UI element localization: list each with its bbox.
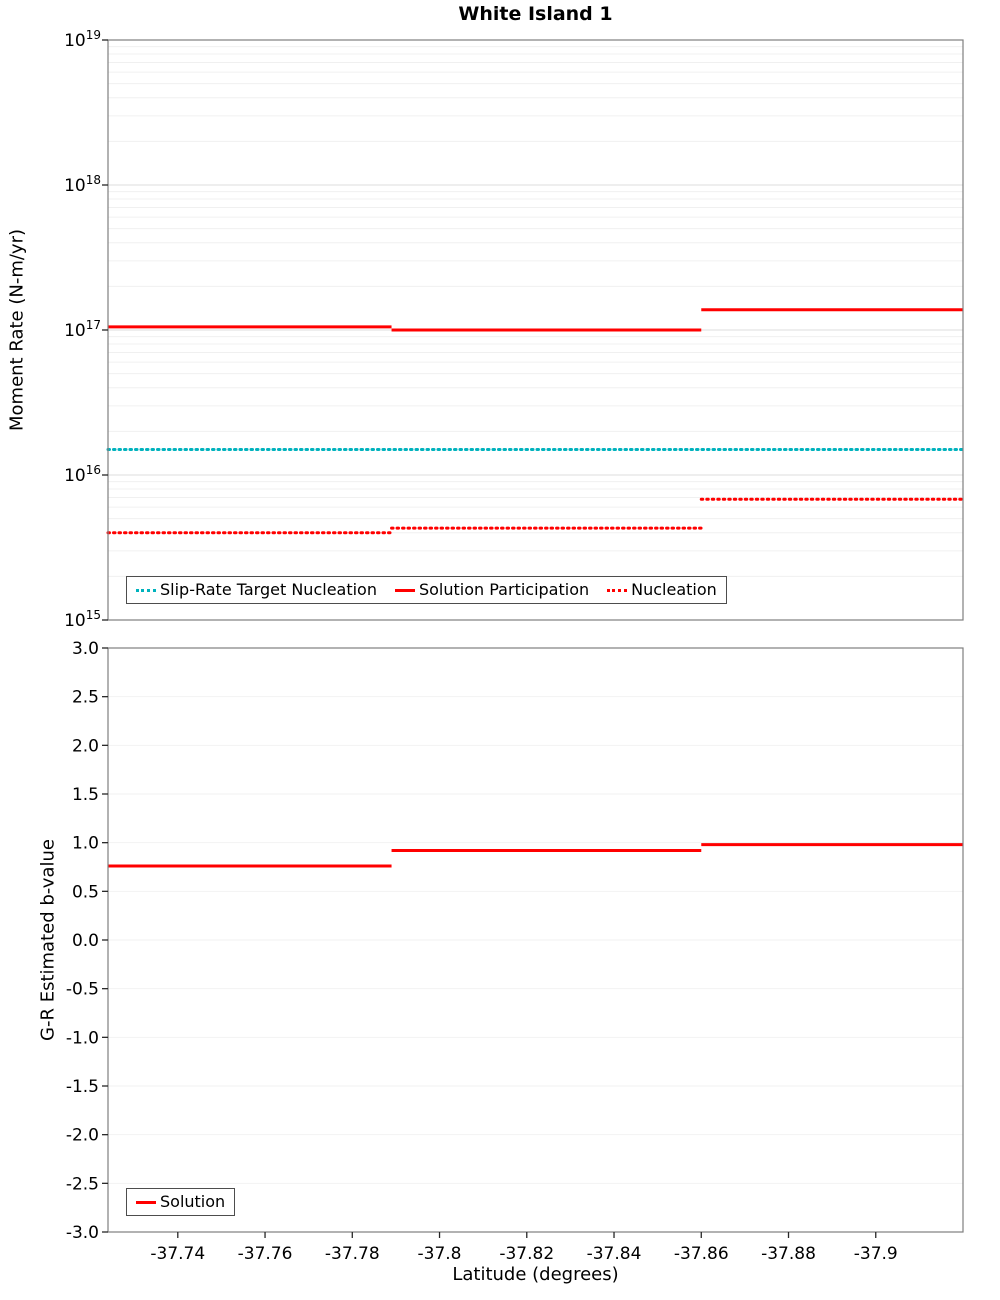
svg-text:-37.88: -37.88 bbox=[761, 1244, 816, 1264]
svg-text:1015: 1015 bbox=[64, 608, 101, 631]
legend-label: Nucleation bbox=[631, 580, 717, 599]
svg-text:-3.0: -3.0 bbox=[66, 1223, 99, 1243]
svg-text:0.5: 0.5 bbox=[72, 882, 99, 902]
b-value-legend: Solution bbox=[126, 1188, 236, 1216]
svg-text:1.0: 1.0 bbox=[72, 834, 99, 854]
svg-text:-37.76: -37.76 bbox=[238, 1244, 293, 1264]
svg-text:-2.5: -2.5 bbox=[66, 1174, 99, 1194]
svg-text:-37.74: -37.74 bbox=[150, 1244, 205, 1264]
svg-text:-1.5: -1.5 bbox=[66, 1077, 99, 1097]
legend-item-solution: Solution bbox=[136, 1192, 225, 1212]
svg-text:1016: 1016 bbox=[64, 463, 101, 486]
chart-title: White Island 1 bbox=[458, 3, 613, 25]
moment-rate-legend: Slip-Rate Target Nucleation Solution Par… bbox=[126, 576, 727, 604]
svg-text:-37.9: -37.9 bbox=[854, 1244, 898, 1264]
svg-text:1019: 1019 bbox=[64, 28, 101, 51]
red-solid-line-sample-icon bbox=[136, 1200, 156, 1204]
svg-text:1018: 1018 bbox=[64, 173, 101, 196]
svg-text:-37.82: -37.82 bbox=[499, 1244, 554, 1264]
legend-item-slip-rate-target-nucleation: Slip-Rate Target Nucleation bbox=[136, 580, 377, 600]
svg-text:-1.0: -1.0 bbox=[66, 1028, 99, 1048]
svg-text:1.5: 1.5 bbox=[72, 785, 99, 805]
legend-item-nucleation: Nucleation bbox=[607, 580, 717, 600]
legend-label: Slip-Rate Target Nucleation bbox=[160, 580, 377, 599]
svg-text:-0.5: -0.5 bbox=[66, 980, 99, 1000]
cyan-dotted-line-sample-icon bbox=[136, 588, 156, 592]
svg-text:-37.84: -37.84 bbox=[587, 1244, 642, 1264]
svg-text:0.0: 0.0 bbox=[72, 931, 99, 951]
svg-text:2.0: 2.0 bbox=[72, 736, 99, 756]
svg-text:-37.86: -37.86 bbox=[674, 1244, 729, 1264]
svg-text:1017: 1017 bbox=[64, 318, 101, 341]
svg-text:-2.0: -2.0 bbox=[66, 1126, 99, 1146]
b-value-y-axis-label: G-R Estimated b-value bbox=[37, 839, 59, 1041]
latitude-x-axis-label: Latitude (degrees) bbox=[452, 1264, 619, 1285]
svg-text:3.0: 3.0 bbox=[72, 639, 99, 659]
red-solid-line-sample-icon bbox=[394, 588, 415, 592]
moment-rate-y-axis-label: Moment Rate (N-m/yr) bbox=[6, 229, 28, 431]
svg-text:-37.78: -37.78 bbox=[325, 1244, 380, 1264]
svg-text:-37.8: -37.8 bbox=[418, 1244, 462, 1264]
legend-item-solution-participation: Solution Participation bbox=[394, 580, 590, 600]
svg-text:2.5: 2.5 bbox=[72, 688, 99, 708]
legend-label: Solution Participation bbox=[418, 580, 590, 599]
legend-label: Solution bbox=[160, 1192, 226, 1211]
red-dotted-line-sample-icon bbox=[607, 588, 628, 592]
